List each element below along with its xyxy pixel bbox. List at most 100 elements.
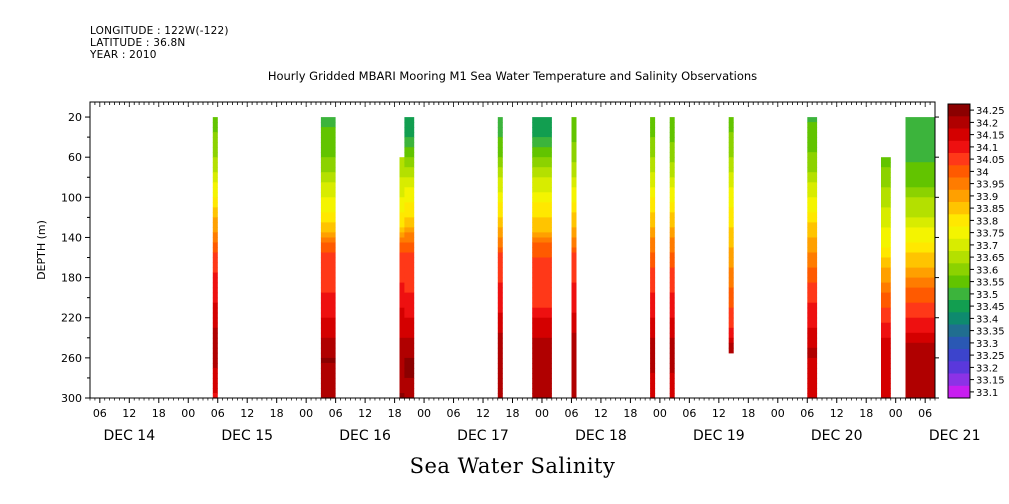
salinity-cell [905,117,935,123]
colorbar-swatch [948,153,970,166]
salinity-cell [905,152,935,158]
salinity-cell [497,172,503,178]
salinity-cell [320,177,336,183]
salinity-cell [881,217,891,223]
salinity-cell [807,297,818,304]
x-tick-label: 06 [329,407,343,420]
salinity-cell [881,393,891,399]
data-column [212,117,218,399]
salinity-cell [905,277,935,284]
colorbar-label: 33.15 [976,376,1005,387]
salinity-cell [404,357,415,364]
salinity-cell [807,167,818,173]
salinity-cell [669,132,675,138]
x-tick-label: 00 [653,407,667,420]
salinity-cell [571,132,577,138]
salinity-cell [532,347,552,354]
salinity-cell [881,172,891,178]
salinity-cell [669,217,675,223]
salinity-cell [669,332,675,339]
salinity-cell [728,152,734,158]
x-tick-label: 06 [564,407,578,420]
salinity-cell [669,367,675,374]
salinity-cell [212,202,218,208]
salinity-cell [669,317,675,324]
salinity-cell [571,282,577,289]
salinity-cell [650,207,656,213]
salinity-cell [807,227,818,233]
salinity-cell [807,202,818,208]
chart-title: Hourly Gridded MBARI Mooring M1 Sea Wate… [267,69,758,83]
colorbar-label: 33.35 [976,327,1005,338]
salinity-cell [881,297,891,304]
colorbar-label: 33.55 [976,278,1005,289]
salinity-cell [497,157,503,163]
salinity-cell [404,142,415,148]
colorbar-label: 33.3 [976,339,998,350]
salinity-cell [212,177,218,183]
x-tick-label: 18 [859,407,873,420]
salinity-cell [650,242,656,249]
salinity-cell [669,167,675,173]
salinity-cell [881,277,891,284]
salinity-cell [669,142,675,148]
colorbar-label: 34 [976,167,989,178]
salinity-cell [807,377,818,384]
salinity-cell [650,117,656,123]
salinity-cell [320,277,336,284]
salinity-cell [905,388,935,394]
salinity-cell [532,207,552,213]
salinity-cell [728,302,734,309]
salinity-cell [669,337,675,344]
salinity-cell [571,152,577,158]
salinity-cell [399,297,405,304]
salinity-cell [905,297,935,304]
salinity-cell [497,267,503,274]
colorbar-swatch [948,104,970,117]
salinity-cell [669,372,675,379]
x-tick-label: 00 [299,407,313,420]
salinity-cell [650,277,656,284]
salinity-cell [532,267,552,274]
salinity-cell [399,352,405,359]
salinity-cell [571,382,577,389]
colorbar-label: 33.7 [976,241,998,252]
salinity-cell [650,377,656,384]
salinity-cell [212,267,218,274]
salinity-cell [650,362,656,369]
salinity-cell [807,252,818,259]
salinity-cell [212,227,218,233]
salinity-cell [404,162,415,168]
salinity-cell [905,132,935,138]
salinity-cell [404,152,415,158]
salinity-cell [212,388,218,394]
salinity-cell [399,292,405,299]
salinity-cell [571,257,577,264]
salinity-cell [571,182,577,188]
salinity-cell [571,227,577,233]
salinity-cell [807,388,818,394]
salinity-cell [497,312,503,319]
salinity-cell [404,227,415,233]
salinity-cell [881,262,891,269]
salinity-cell [532,142,552,148]
salinity-cell [497,187,503,193]
colorbar: 34.2534.234.1534.134.053433.9533.933.853… [947,103,1005,399]
colorbar-swatch [948,373,970,387]
colorbar-swatch [948,287,970,301]
salinity-cell [404,352,415,359]
salinity-cell [807,117,818,123]
colorbar-label: 33.2 [976,363,998,374]
salinity-cell [669,277,675,284]
salinity-cell [320,237,336,244]
colorbar-label: 33.9 [976,192,998,203]
salinity-cell [669,222,675,228]
salinity-cell [669,352,675,359]
salinity-cell [404,312,415,319]
salinity-cell [571,372,577,379]
salinity-cell [807,317,818,324]
salinity-cell [650,137,656,143]
salinity-cell [497,322,503,329]
salinity-cell [497,242,503,249]
